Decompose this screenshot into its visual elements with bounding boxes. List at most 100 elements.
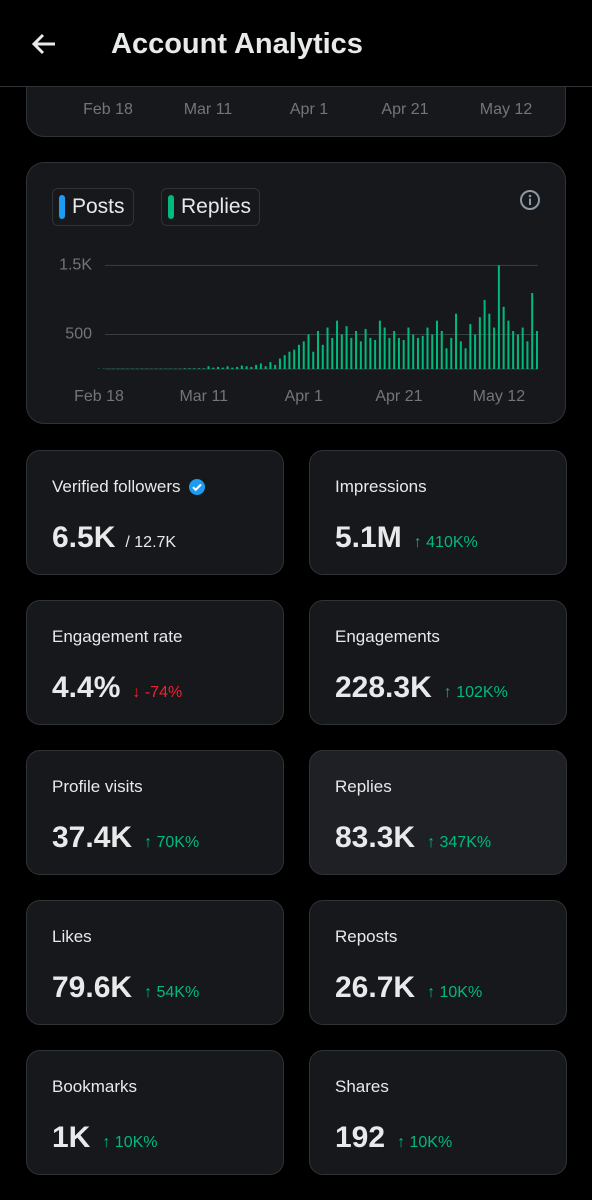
- stat-label-text: Impressions: [335, 477, 427, 496]
- stat-value: 37.4K ↑ 70K%: [52, 821, 199, 855]
- bar: [293, 349, 296, 369]
- bar: [440, 331, 443, 369]
- bar: [231, 367, 234, 369]
- stat-label: Replies: [335, 777, 392, 797]
- bar: [317, 331, 319, 369]
- bar: [483, 299, 486, 369]
- stat-label: Impressions: [335, 477, 427, 497]
- x-tick-label: Feb 18: [83, 101, 133, 118]
- bar: [264, 366, 267, 369]
- stat-card: Verified followers 6.5K / 12.7K: [26, 450, 284, 575]
- stat-value-text: 1K: [52, 1121, 91, 1154]
- bar: [326, 327, 329, 369]
- stat-value: 4.4% ↓ -74%: [52, 671, 182, 705]
- bar: [283, 355, 286, 369]
- bar: [331, 337, 334, 369]
- back-button[interactable]: [28, 28, 60, 60]
- stat-change: ↑ 54K%: [144, 984, 200, 1001]
- x-tick-label: May 12: [473, 388, 526, 405]
- bar: [521, 327, 524, 369]
- stat-label-text: Profile visits: [52, 777, 143, 796]
- bar: [312, 351, 315, 369]
- bar: [217, 366, 220, 369]
- stat-card: Reposts 26.7K ↑ 10K%: [309, 900, 567, 1025]
- stat-label-text: Bookmarks: [52, 1077, 138, 1096]
- stat-change: ↑ 347K%: [427, 834, 492, 851]
- x-tick-label: Mar 11: [183, 101, 233, 118]
- chart-card: 500 1.5K Feb 18 Mar 11 Apr 1 Apr 21 May 12 Pos…: [26, 162, 566, 424]
- stat-value-text: 83.3K: [335, 821, 416, 854]
- bar: [378, 320, 381, 369]
- stat-label: Bookmarks: [52, 1077, 137, 1097]
- bar: [255, 364, 258, 369]
- legend-item: Replies: [161, 188, 261, 226]
- bar: [321, 344, 324, 369]
- bar: [345, 326, 348, 369]
- bar: [407, 327, 410, 369]
- stat-label: Engagement rate: [52, 627, 182, 647]
- x-tick-label: Apr 1: [289, 101, 329, 118]
- stat-value-text: 6.5K: [52, 521, 116, 554]
- stat-value: 1K ↑ 10K%: [52, 1121, 158, 1155]
- bar: [364, 328, 367, 369]
- stat-card: Impressions 5.1M ↑ 410K%: [309, 450, 567, 575]
- bar: [274, 364, 277, 369]
- bar: [302, 341, 305, 369]
- stat-value: 192 ↑ 10K%: [335, 1121, 452, 1155]
- bar: [250, 366, 253, 369]
- x-tick-label: Apr 21: [375, 388, 422, 405]
- x-tick-label: Apr 21: [381, 101, 429, 118]
- stat-value: 26.7K ↑ 10K%: [335, 971, 482, 1005]
- stat-total: / 12.7K: [125, 534, 177, 551]
- bar: [259, 363, 262, 369]
- chart: 500 1.5K Feb 18 Mar 11 Apr 1 Apr 21 May 12: [59, 257, 538, 405]
- header: Account Analytics: [0, 0, 592, 87]
- info-button[interactable]: [519, 189, 541, 211]
- legend-label: Replies: [181, 195, 252, 218]
- bar: [455, 313, 458, 369]
- y-tick-label: 500: [65, 326, 92, 343]
- bar: [198, 368, 200, 369]
- bar: [445, 348, 448, 369]
- bar: [202, 368, 205, 369]
- bar: [240, 365, 243, 369]
- bar: [412, 334, 415, 369]
- bar: [497, 265, 500, 369]
- badge-circle: [188, 479, 205, 495]
- bar: [288, 351, 291, 369]
- bar: [474, 334, 477, 369]
- stat-change: ↓ -74%: [132, 684, 183, 701]
- bar: [269, 362, 272, 369]
- bar: [193, 368, 196, 369]
- stat-label: Reposts: [335, 927, 397, 947]
- bar: [307, 334, 310, 369]
- bar: [359, 341, 362, 369]
- stat-card: Bookmarks 1K ↑ 10K%: [26, 1050, 284, 1175]
- bar: [402, 339, 405, 369]
- bar: [393, 331, 396, 369]
- bar: [236, 366, 239, 369]
- stat-value-text: 5.1M: [335, 521, 402, 554]
- bar: [212, 367, 215, 369]
- x-tick-label: Mar 11: [179, 388, 228, 405]
- bar: [388, 337, 391, 369]
- stat-label: Likes: [52, 927, 92, 947]
- bar: [469, 324, 472, 369]
- bar: [493, 327, 496, 369]
- badge-check: [191, 483, 202, 492]
- bar: [531, 293, 534, 369]
- bar: [507, 320, 510, 369]
- bar: [478, 317, 481, 369]
- stat-card: Engagement rate 4.4% ↓ -74%: [26, 600, 284, 725]
- bar: [450, 337, 453, 369]
- bar: [535, 331, 538, 369]
- bar: [416, 337, 419, 369]
- bar: [350, 337, 353, 369]
- bar: [188, 368, 191, 369]
- stat-change: ↑ 10K%: [397, 1134, 453, 1151]
- stat-value-text: 192: [335, 1121, 386, 1154]
- y-tick-label: 1.5K: [59, 257, 92, 274]
- stat-value: 83.3K ↑ 347K%: [335, 821, 491, 855]
- bar: [426, 327, 429, 369]
- stat-card: Likes 79.6K ↑ 54K%: [26, 900, 284, 1025]
